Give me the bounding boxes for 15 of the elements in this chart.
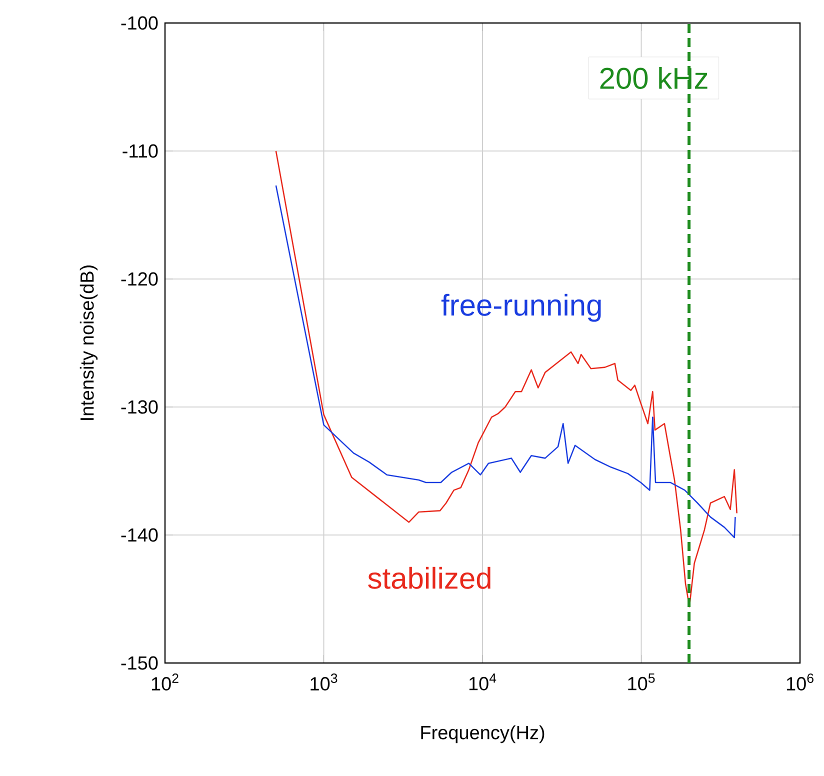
text: free-running (441, 294, 601, 322)
x-tick-label: 10$^{2}$ (152, 674, 178, 691)
x-tick-label: 10$^{6}$ (786, 674, 814, 691)
y-tick-label: -100 (121, 16, 158, 30)
y-tick-label: -150 (121, 656, 158, 670)
x-tick-label: 10$^{4}$ (469, 674, 496, 690)
x-axis-title: Frequency(Hz) (421, 725, 544, 744)
x-tick-label: 10$^{3}$ (310, 674, 338, 691)
y-tick-label: -140 (121, 528, 158, 542)
y-tick-label: -110 (122, 144, 158, 158)
series-label: stabilized (368, 566, 490, 589)
y-axis-title: Intensity noise(dB) (80, 266, 98, 420)
x-tick-label: 10$^{5}$ (628, 674, 655, 690)
y-tick-label: -130 (121, 400, 158, 414)
y-tick-label: -120 (121, 272, 158, 286)
